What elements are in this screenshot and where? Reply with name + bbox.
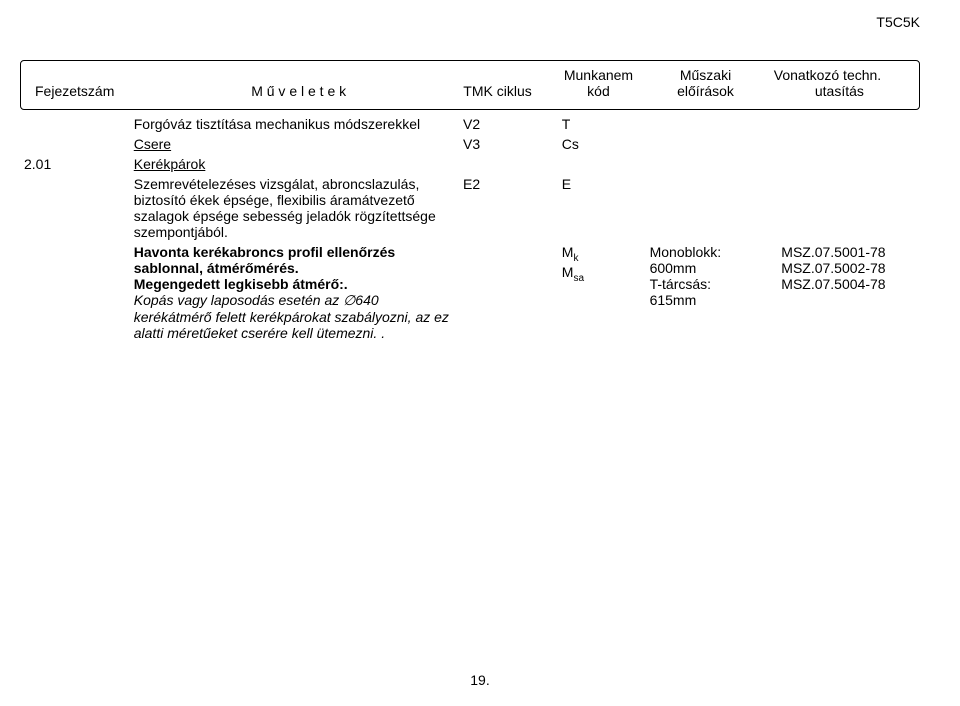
msa-label: M — [562, 264, 574, 280]
hdr-muszaki: Műszaki — [641, 67, 769, 83]
tmk-cell: V2 — [459, 114, 558, 134]
hdr-utasitas: utasítás — [770, 83, 909, 99]
kod-cell: E — [558, 174, 646, 242]
mk-label: M — [562, 244, 574, 260]
header-row-2: Fejezetszám M ű v e l e t e k TMK ciklus… — [31, 83, 909, 99]
page-number: 19. — [0, 672, 960, 688]
body-table: Forgóváz tisztítása mechanikus módszerek… — [20, 114, 920, 343]
header-row-1: Munkanem Műszaki Vonatkozó techn. — [31, 67, 909, 83]
table-row: Havonta kerékabroncs profil ellenőrzés s… — [20, 242, 920, 343]
msa-sub: sa — [573, 273, 584, 284]
muv-text: Szemrevételezéses vizsgálat, abroncslazu… — [130, 174, 459, 242]
table-row: Szemrevételezéses vizsgálat, abroncslazu… — [20, 174, 920, 242]
header-box: Munkanem Műszaki Vonatkozó techn. Fejeze… — [20, 60, 920, 110]
muv-text: Forgóváz tisztítása mechanikus módszerek… — [130, 114, 459, 134]
doc-code: T5C5K — [876, 14, 920, 30]
table-row: Csere V3 Cs — [20, 134, 920, 154]
bold-line-1: Havonta kerékabroncs profil ellenőrzés s… — [134, 244, 395, 276]
hdr-vonatkozo: Vonatkozó techn. — [770, 67, 909, 83]
italic-block: Kopás vagy laposodás esetén az ∅640 keré… — [134, 292, 449, 341]
hdr-kod: kód — [556, 83, 642, 99]
uta-col: MSZ.07.5001-78 MSZ.07.5002-78 MSZ.07.500… — [777, 242, 920, 343]
fej-cell: 2.01 — [20, 154, 130, 174]
uta-l2: MSZ.07.5002-78 — [781, 260, 885, 276]
uta-l1: MSZ.07.5001-78 — [781, 244, 885, 260]
content-area: Munkanem Műszaki Vonatkozó techn. Fejeze… — [20, 60, 920, 343]
hdr-tmk: TMK ciklus — [459, 83, 555, 99]
table-row: Forgóváz tisztítása mechanikus módszerek… — [20, 114, 920, 134]
bold-line-2: Megengedett legkisebb átmérő: — [134, 276, 344, 292]
hdr-muveletek: M ű v e l e t e k — [138, 83, 459, 99]
page: T5C5K Munkanem Műszaki Vonatkozó techn. — [0, 0, 960, 706]
uta-l3: MSZ.07.5004-78 — [781, 276, 885, 292]
table-row: 2.01 Kerékpárok — [20, 154, 920, 174]
hdr-fejezetszam: Fejezetszám — [31, 83, 138, 99]
tmk-cell: V3 — [459, 134, 558, 154]
elo-l1: Monoblokk: — [650, 244, 722, 260]
kod-cell: T — [558, 114, 646, 134]
mk-sub: k — [573, 253, 578, 264]
hdr-eloirasok: előírások — [641, 83, 769, 99]
tmk-cell: E2 — [459, 174, 558, 242]
muv-underline: Csere — [134, 136, 171, 152]
muv-underline: Kerékpárok — [134, 156, 206, 172]
elo-col: Monoblokk: 600mm T-tárcsás: 615mm — [646, 242, 778, 343]
kod-mkmsa: Mk Msa — [558, 242, 646, 343]
hdr-munkanem: Munkanem — [556, 67, 642, 83]
header-table: Munkanem Műszaki Vonatkozó techn. Fejeze… — [31, 67, 909, 99]
elo-l4: 615mm — [650, 292, 697, 308]
elo-l3: T-tárcsás: — [650, 276, 711, 292]
kod-cell: Cs — [558, 134, 646, 154]
elo-l2: 600mm — [650, 260, 697, 276]
